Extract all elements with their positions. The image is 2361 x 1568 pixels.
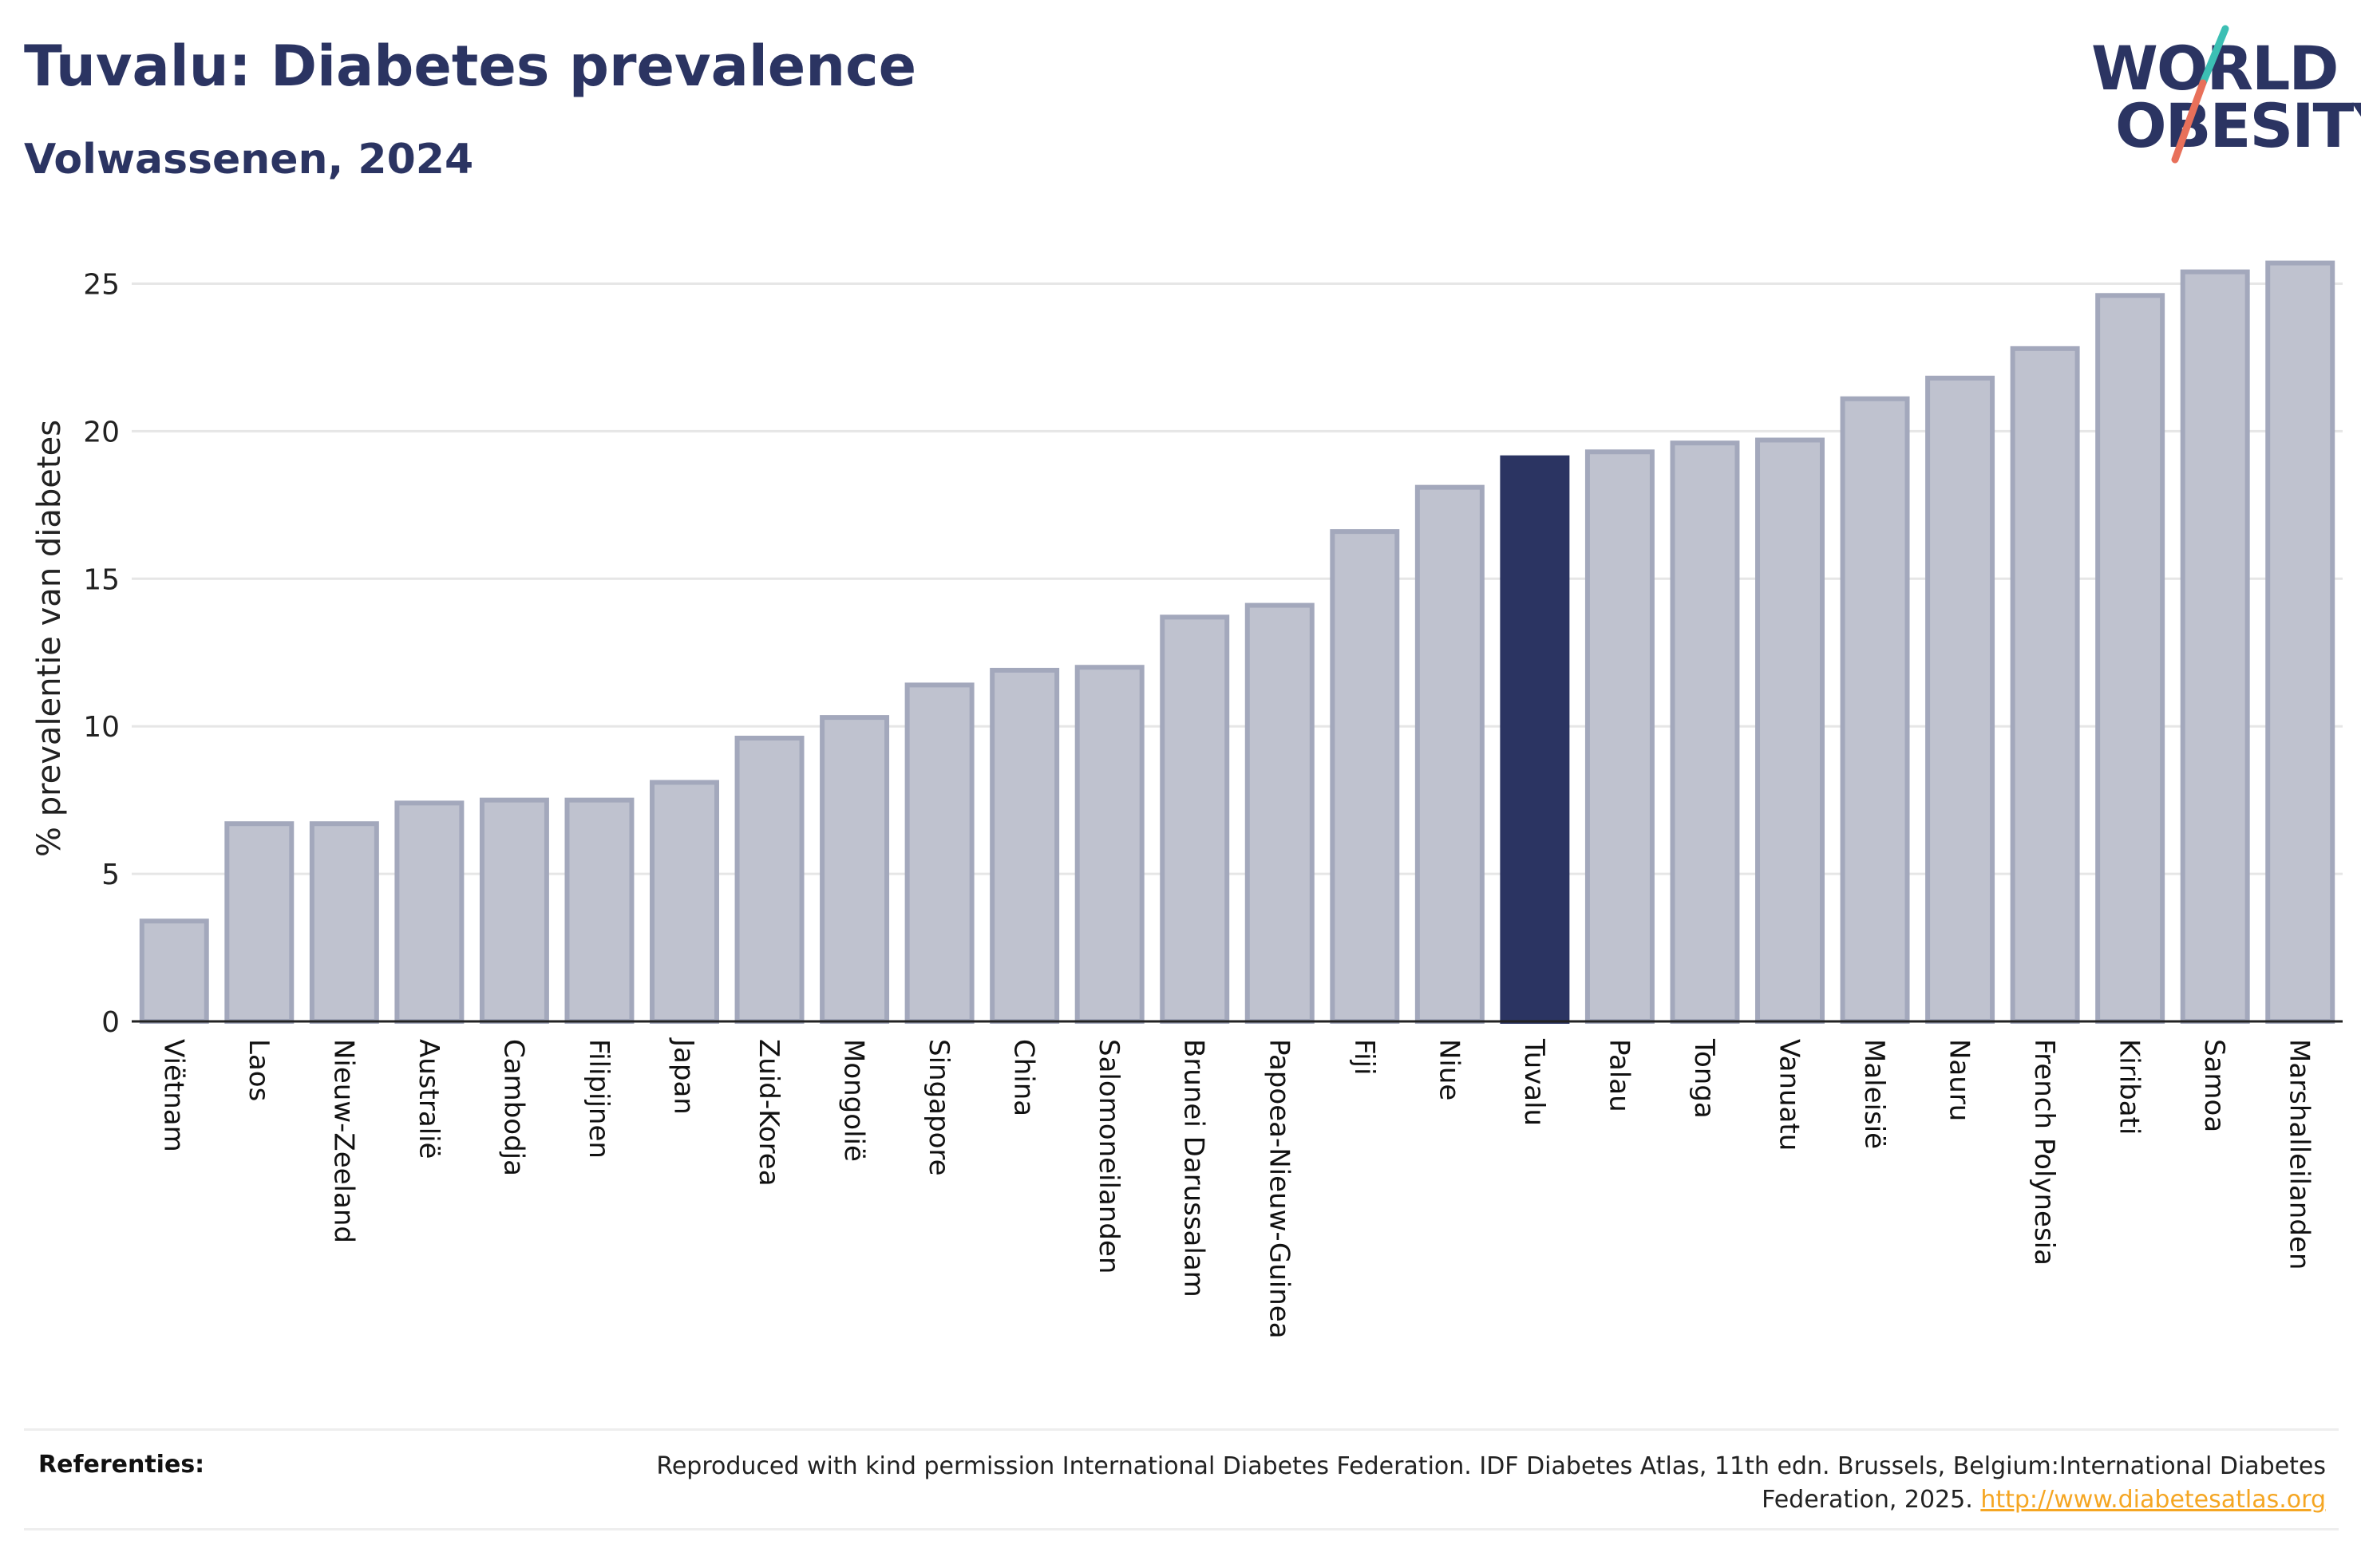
bar-samoa — [2180, 269, 2250, 1024]
world-obesity-logo: WORLD OBESITY — [2083, 24, 2361, 168]
x-tick-label: Mongolië — [838, 1039, 870, 1162]
y-axis-label: % prevalentie van diabetes — [31, 420, 68, 857]
x-tick-label: Maleisië — [1858, 1039, 1890, 1149]
bar-singapore — [904, 682, 975, 1024]
x-tick-label: Tonga — [1688, 1038, 1720, 1119]
x-tick-label: Cambodja — [497, 1039, 529, 1176]
bar-zuid-korea — [734, 735, 805, 1024]
x-tick-label: Viëtnam — [157, 1039, 189, 1152]
references-citation: Reproduced with kind permission Internat… — [656, 1452, 2326, 1514]
bar-nieuw-zeeland — [309, 821, 379, 1025]
bar-tuvalu — [1500, 455, 1570, 1024]
x-tick-label: Nauru — [1944, 1039, 1975, 1121]
bar-australi- — [394, 800, 465, 1024]
logo-slash-icon — [2171, 25, 2229, 164]
x-tick-label: Singapore — [923, 1039, 955, 1176]
bar-french-polynesia — [2010, 346, 2080, 1024]
references-text: Reproduced with kind permission Internat… — [650, 1450, 2326, 1517]
y-tick-label: 20 — [83, 416, 120, 448]
x-tick-labels: Viëtnam Laos Nieuw-Zeeland Australië Cambodj… — [157, 1037, 2315, 1339]
diabetesatlas-link[interactable]: http://www.diabetesatlas.org — [1980, 1486, 2326, 1514]
bar-salomoneilanden — [1074, 665, 1145, 1025]
x-tick-label: Salomoneilanden — [1093, 1039, 1125, 1274]
bar-cambodja — [479, 797, 549, 1024]
references-box: Referenties: Reproduced with kind permis… — [24, 1428, 2339, 1530]
page-title: Tuvalu: Diabetes prevalence — [24, 34, 917, 99]
bar-japan — [650, 780, 719, 1024]
logo-line-2: OBESITY — [2115, 90, 2361, 161]
y-tick-label: 15 — [83, 563, 120, 596]
y-tick-label: 25 — [83, 268, 120, 301]
y-tick-labels: 0 5 10 15 20 25 — [83, 268, 120, 1039]
bar-vanuatu — [1755, 437, 1825, 1024]
page-subtitle: Volwassenen, 2024 — [24, 136, 474, 184]
bar-fiji — [1330, 529, 1400, 1024]
x-tick-label: Laos — [243, 1039, 275, 1101]
y-tick-label: 10 — [83, 711, 120, 744]
bar-tonga — [1670, 440, 1740, 1024]
x-tick-label: Brunei Darussalam — [1178, 1039, 1210, 1297]
bar-papoea-nieuw-guinea — [1244, 602, 1315, 1024]
x-tick-label: Tuvalu — [1518, 1038, 1550, 1126]
bar-brunei-darussalam — [1160, 614, 1230, 1025]
y-tick-label: 5 — [101, 859, 120, 891]
bar-china — [990, 667, 1060, 1024]
x-tick-label: Zuid-Korea — [753, 1039, 785, 1187]
x-tick-label: Palau — [1603, 1039, 1635, 1112]
bar-vi-tnam — [139, 918, 209, 1025]
y-tick-label: 0 — [101, 1006, 120, 1039]
bar-laos — [224, 821, 295, 1025]
x-tick-label: Marshalleilanden — [2284, 1039, 2316, 1270]
bar-mongoli- — [820, 715, 890, 1025]
bar-maleisi- — [1840, 396, 1910, 1024]
bar-chart: 0 5 10 15 20 25 Viëtnam Laos Nieuw-Zeeland Austr… — [31, 260, 2343, 1339]
x-tick-label: Japan — [668, 1037, 700, 1115]
bar-palau — [1584, 449, 1655, 1024]
x-tick-label: French Polynesia — [2028, 1039, 2060, 1266]
x-tick-label: Fiji — [1348, 1039, 1380, 1075]
x-tick-label: Vanuatu — [1774, 1039, 1805, 1151]
x-tick-label: Australië — [413, 1039, 445, 1159]
bar-niue — [1414, 484, 1485, 1024]
bar-nauru — [1925, 375, 1995, 1024]
bar-marshalleilanden — [2265, 260, 2335, 1024]
x-tick-label: Filipijnen — [583, 1039, 615, 1159]
x-tick-label: China — [1008, 1039, 1040, 1116]
x-tick-label: Papoea-Nieuw-Guinea — [1263, 1039, 1295, 1339]
x-tick-label: Samoa — [2198, 1039, 2230, 1132]
bars — [139, 260, 2335, 1025]
bar-filipijnen — [564, 797, 635, 1024]
references-label: Referenties: — [38, 1451, 205, 1479]
x-tick-label: Nieuw-Zeeland — [327, 1039, 359, 1243]
bar-kiribati — [2095, 293, 2165, 1024]
x-tick-label: Kiribati — [2114, 1039, 2145, 1135]
x-tick-label: Niue — [1433, 1039, 1465, 1100]
